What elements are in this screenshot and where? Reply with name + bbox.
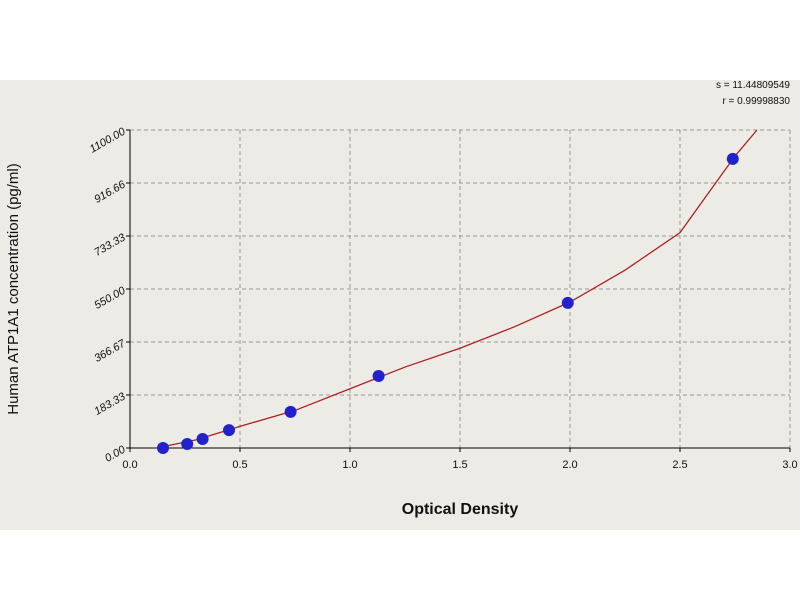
data-point [157, 442, 169, 454]
x-tick-label: 0.5 [232, 459, 247, 471]
x-tick-label: 2.0 [562, 459, 577, 471]
x-tick-label: 2.5 [672, 459, 687, 471]
y-axis-label: Human ATP1A1 concentration (pg/ml) [5, 163, 22, 415]
fit-s: s = 11.44809549 [716, 80, 790, 91]
x-tick-label: 1.0 [342, 459, 357, 471]
data-point [284, 405, 297, 418]
data-point [196, 433, 209, 446]
panel-background [0, 80, 800, 530]
data-point [372, 370, 385, 383]
x-tick-label: 1.5 [452, 459, 467, 471]
data-point [181, 437, 194, 450]
x-tick-label: 3.0 [782, 459, 797, 471]
data-point [223, 424, 235, 437]
x-tick-label: 0.0 [122, 459, 137, 471]
x-axis-label: Optical Density [402, 501, 519, 518]
data-point [726, 152, 739, 165]
fit-r: r = 0.99998830 [722, 96, 790, 107]
data-point [561, 296, 574, 309]
fit-curve [156, 129, 758, 449]
